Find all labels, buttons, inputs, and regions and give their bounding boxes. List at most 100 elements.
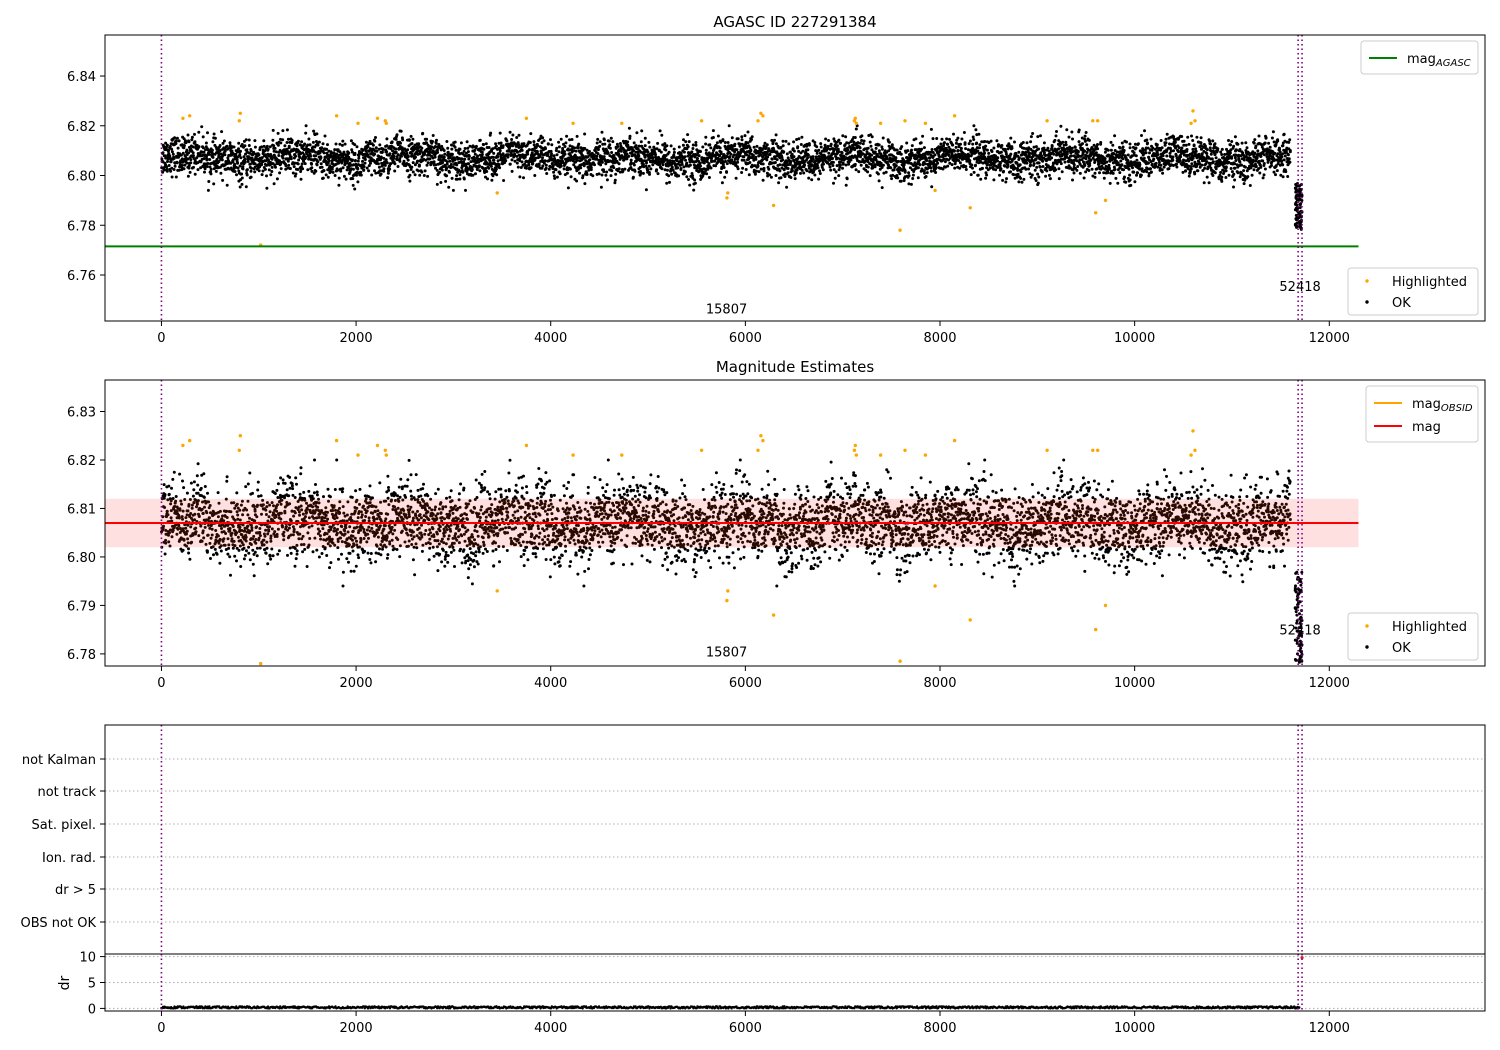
ok-point	[672, 153, 676, 157]
ok-point	[341, 166, 345, 170]
ok-point	[243, 160, 247, 164]
ok-point	[1034, 145, 1038, 149]
ok-point	[616, 145, 620, 148]
ok-point	[1017, 180, 1021, 184]
ok-point	[1017, 156, 1021, 160]
ok-point	[480, 150, 484, 154]
ok-point	[205, 157, 209, 161]
ok-point	[1072, 163, 1076, 167]
ok-point	[353, 151, 357, 155]
ok-point	[383, 163, 387, 167]
ok-point	[1048, 177, 1052, 181]
ok-point	[449, 162, 453, 166]
ok-point	[970, 163, 974, 167]
ok-point	[1036, 135, 1040, 139]
ok-point	[974, 128, 978, 132]
ok-point	[1131, 166, 1134, 170]
ok-point	[1126, 153, 1130, 157]
ok-point	[279, 160, 283, 164]
ok-point	[880, 186, 884, 190]
ok-point	[1120, 163, 1124, 167]
ok-point	[1071, 137, 1074, 141]
ok-point	[399, 129, 403, 133]
ok-point	[1154, 161, 1158, 165]
ok-point	[187, 140, 191, 144]
ok-point	[179, 153, 183, 157]
ok-point	[1128, 146, 1132, 150]
ok-point	[243, 144, 247, 148]
ok-point	[344, 177, 348, 181]
ok-point	[538, 137, 542, 141]
ok-point	[492, 151, 496, 155]
ok-point	[824, 137, 828, 141]
ok-point	[1036, 172, 1040, 176]
ok-point	[222, 139, 226, 143]
ok-point	[340, 161, 344, 165]
ok-point	[903, 169, 907, 173]
ok-point	[518, 175, 522, 179]
ok-point	[365, 166, 369, 170]
ok-point	[417, 163, 421, 167]
ok-point	[450, 143, 453, 147]
ok-point	[310, 162, 314, 166]
ok-point	[555, 146, 559, 150]
ok-point	[1038, 165, 1042, 169]
ok-point	[977, 132, 981, 136]
ok-point	[495, 173, 499, 177]
ok-point	[887, 140, 891, 144]
ok-point	[526, 152, 530, 156]
ok-point	[1113, 134, 1117, 138]
ok-point	[660, 167, 664, 171]
ok-point	[496, 159, 500, 163]
ok-point	[786, 167, 790, 170]
ok-point	[1145, 170, 1149, 174]
ok-point	[355, 173, 358, 177]
ok-point	[376, 162, 380, 166]
ok-point	[1083, 164, 1087, 167]
ok-point	[410, 142, 414, 145]
ok-point	[470, 168, 474, 172]
ok-point	[530, 151, 534, 155]
ok-point	[688, 163, 692, 167]
ok-point	[934, 166, 938, 170]
ok-point	[914, 137, 918, 141]
ok-point	[484, 142, 488, 146]
ok-point	[435, 182, 439, 186]
ok-point	[1070, 130, 1074, 134]
ok-point	[792, 140, 796, 144]
ok-point	[207, 180, 211, 183]
ok-point	[236, 166, 240, 170]
ok-point	[285, 141, 289, 144]
ok-point	[1121, 145, 1125, 149]
ok-point	[285, 128, 289, 132]
ok-point	[730, 136, 734, 140]
ok-point	[688, 183, 692, 187]
ok-point	[1133, 180, 1137, 184]
ok-point	[569, 175, 573, 179]
ok-point	[316, 143, 320, 147]
ok-point	[684, 158, 687, 162]
ok-point	[164, 141, 168, 145]
ok-point	[962, 131, 966, 134]
ok-point	[1164, 137, 1168, 141]
ok-point	[845, 177, 849, 181]
ok-point	[458, 147, 462, 151]
ok-point	[918, 163, 922, 167]
ok-point	[992, 146, 996, 150]
ok-point	[191, 145, 195, 149]
ok-point	[241, 165, 245, 169]
ok-point	[284, 164, 288, 168]
agasc-magnitude-panel: AGASC ID 227291384 6.766.786.806.826.840…	[67, 13, 1486, 346]
ok-point	[382, 156, 386, 160]
ok-point	[501, 144, 505, 148]
ok-point	[777, 181, 781, 185]
ok-point	[325, 147, 329, 151]
ok-point	[722, 166, 726, 169]
ok-point	[541, 164, 545, 168]
ok-point	[831, 156, 834, 160]
ok-point	[1160, 146, 1164, 150]
ok-point	[407, 138, 411, 142]
ok-point	[441, 161, 444, 165]
ok-point	[667, 174, 671, 178]
ok-point	[172, 156, 176, 160]
